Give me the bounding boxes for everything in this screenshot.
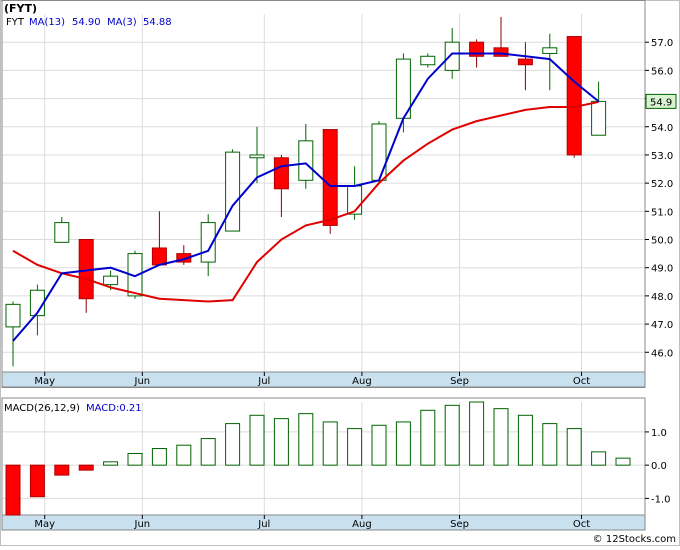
price-tick-label: 52.0 bbox=[651, 179, 673, 190]
macd-bar bbox=[225, 423, 241, 466]
price-tick-label: 51.0 bbox=[651, 207, 673, 218]
candle-up bbox=[591, 100, 607, 136]
last-price-box bbox=[645, 93, 677, 109]
legend-ma3-label: MA(3) bbox=[107, 17, 137, 28]
month-label: Aug bbox=[352, 519, 372, 530]
price-tick-label: 48.0 bbox=[651, 292, 673, 303]
macd-bar-negative bbox=[5, 464, 21, 516]
month-label: Jul bbox=[257, 376, 270, 387]
month-label: Jul bbox=[257, 519, 270, 530]
candle-up bbox=[225, 151, 241, 232]
price-tick-label: 57.0 bbox=[651, 38, 673, 49]
macd-tick-label: 0.0 bbox=[651, 461, 667, 472]
macd-bar bbox=[103, 461, 119, 466]
macd-bar bbox=[371, 424, 387, 466]
macd-bar bbox=[615, 457, 631, 466]
candle-down bbox=[322, 129, 338, 226]
chart-title: (FYT) bbox=[4, 2, 37, 15]
macd-bar bbox=[493, 408, 509, 466]
month-label: Sep bbox=[450, 519, 469, 530]
macd-bar bbox=[420, 409, 436, 466]
macd-bar-negative bbox=[29, 464, 45, 498]
month-label: May bbox=[34, 376, 55, 387]
month-label: Jun bbox=[134, 519, 151, 530]
price-tick-label: 49.0 bbox=[651, 264, 673, 275]
price-tick-label: 50.0 bbox=[651, 236, 673, 247]
ma13-line bbox=[12, 52, 600, 342]
candle-up bbox=[54, 222, 70, 243]
candle-up bbox=[5, 303, 21, 328]
macd-legend-value: MACD:0.21 bbox=[86, 403, 142, 414]
macd-bar bbox=[444, 404, 460, 466]
last-price-label: 54.9 bbox=[650, 97, 672, 108]
macd-bar bbox=[542, 423, 558, 466]
month-label: Oct bbox=[573, 519, 590, 530]
macd-bar bbox=[469, 401, 485, 466]
month-label: May bbox=[34, 519, 55, 530]
price-tick-label: 47.0 bbox=[651, 320, 673, 331]
month-label: Jun bbox=[134, 376, 151, 387]
macd-legend-label: MACD(26,12,9) bbox=[4, 403, 80, 414]
candle-up bbox=[444, 41, 460, 71]
macd-bar bbox=[591, 451, 607, 466]
macd-bar bbox=[566, 428, 582, 466]
price-tick-label: 46.0 bbox=[651, 348, 673, 359]
macd-bar bbox=[273, 418, 289, 466]
candle-up bbox=[103, 275, 119, 286]
macd-bar bbox=[322, 421, 338, 466]
candle-up bbox=[298, 140, 314, 181]
price-month-axis bbox=[1, 371, 646, 388]
macd-bar bbox=[200, 438, 216, 466]
macd-bar bbox=[517, 414, 533, 466]
candle-up bbox=[542, 47, 558, 54]
price-tick-label: 54.0 bbox=[651, 123, 673, 134]
price-tick-label: 56.0 bbox=[651, 66, 673, 77]
candle-down bbox=[493, 47, 509, 57]
macd-month-axis bbox=[1, 514, 646, 531]
macd-bar bbox=[249, 414, 265, 466]
candle-down bbox=[566, 36, 582, 156]
price-tick-label: 53.0 bbox=[651, 151, 673, 162]
candle-down bbox=[151, 247, 167, 266]
candle-up bbox=[371, 123, 387, 181]
ma3-line bbox=[12, 100, 599, 303]
macd-tick-label: -1.0 bbox=[651, 494, 671, 505]
macd-bar bbox=[347, 428, 363, 466]
legend-ticker: FYT bbox=[6, 17, 25, 28]
macd-bar bbox=[395, 421, 411, 466]
legend-ma3-value: 54.88 bbox=[143, 17, 172, 28]
candle-up bbox=[249, 154, 265, 159]
macd-bar bbox=[176, 444, 192, 466]
candle-up bbox=[420, 55, 436, 66]
macd-bar bbox=[151, 448, 167, 466]
watermark: © 12Stocks.com bbox=[593, 534, 676, 545]
macd-bar bbox=[298, 413, 314, 466]
candle-down bbox=[517, 58, 533, 66]
macd-bar bbox=[127, 453, 143, 466]
macd-bar-negative bbox=[54, 464, 70, 476]
macd-bar-negative bbox=[78, 464, 94, 471]
candle-down bbox=[273, 157, 289, 190]
month-label: Oct bbox=[573, 376, 590, 387]
month-label: Sep bbox=[450, 376, 469, 387]
macd-tick-label: 1.0 bbox=[651, 428, 667, 439]
legend-ma13-value: 54.90 bbox=[72, 17, 101, 28]
legend-ma13-label: MA(13) bbox=[29, 17, 65, 28]
month-label: Aug bbox=[352, 376, 372, 387]
